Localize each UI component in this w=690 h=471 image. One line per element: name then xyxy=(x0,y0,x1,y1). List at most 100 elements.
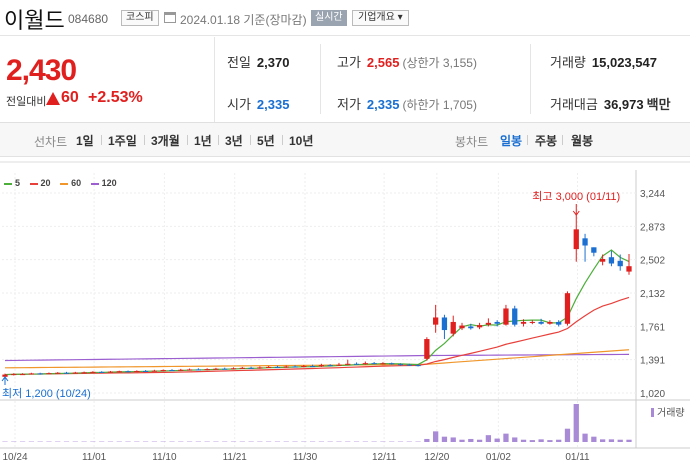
period-1w[interactable]: 1주일 xyxy=(108,134,137,148)
x-tick-label: 12/11 xyxy=(372,452,397,463)
line-chart-title: 선차트 xyxy=(34,135,68,149)
candle-body xyxy=(599,259,606,262)
x-tick-label: 11/21 xyxy=(223,452,248,463)
company-info-button[interactable]: 기업개요 ▾ xyxy=(352,10,409,26)
volume-bar xyxy=(441,436,448,442)
up-triangle-icon xyxy=(46,92,60,105)
candle-body xyxy=(213,368,219,370)
period-daily[interactable]: 일봉 xyxy=(500,134,523,148)
candle-body xyxy=(257,367,263,369)
volume-bar xyxy=(494,438,500,442)
candle-body xyxy=(441,317,448,331)
candle-body xyxy=(125,371,131,373)
candle-body xyxy=(292,366,298,368)
candle-body xyxy=(538,321,544,324)
volume-bar xyxy=(450,437,456,442)
candle-body xyxy=(186,369,193,371)
candle-body xyxy=(107,371,114,373)
candle-body xyxy=(283,366,289,368)
y-tick-label: 2,873 xyxy=(640,222,665,233)
volume-legend-label: 거래량 xyxy=(657,407,685,419)
period-weekly[interactable]: 주봉 xyxy=(535,134,558,148)
volume-bar xyxy=(433,431,439,442)
volume-legend-swatch xyxy=(651,408,654,417)
candle-body xyxy=(239,367,245,369)
volume-bar xyxy=(617,439,623,442)
candle-chart-title: 봉차트 xyxy=(455,135,489,149)
candle-body xyxy=(529,321,535,323)
candle-body xyxy=(318,365,325,367)
high-arrow-head xyxy=(572,210,580,216)
date-text: 2024.01.18 기준(장마감) xyxy=(180,13,307,27)
candle-body xyxy=(626,266,632,272)
x-tick-label: 01/11 xyxy=(565,452,590,463)
period-3m[interactable]: 3개월 xyxy=(151,134,180,148)
candle-body xyxy=(424,339,430,359)
candle-body xyxy=(248,367,254,369)
y-tick-label: 1,391 xyxy=(640,356,665,367)
period-1y[interactable]: 1년 xyxy=(194,134,212,148)
period-5y[interactable]: 5년 xyxy=(257,134,275,148)
period-monthly[interactable]: 월봉 xyxy=(571,134,594,148)
low-annotation: 최저 1,200 (10/24) xyxy=(2,387,91,400)
volume-bar xyxy=(485,435,492,442)
candle-body xyxy=(327,365,333,367)
candle-body xyxy=(476,325,483,328)
volume-bar xyxy=(582,433,588,442)
candle-body xyxy=(433,317,439,325)
x-tick-label: 01/02 xyxy=(486,452,511,463)
candle-body xyxy=(72,372,78,374)
stat-open: 시가 2,335 xyxy=(227,97,290,112)
candle-body xyxy=(512,308,518,325)
candle-body xyxy=(573,229,579,250)
volume-bar xyxy=(529,440,535,442)
stock-code: 084680 xyxy=(68,12,109,26)
candle-body xyxy=(142,370,149,372)
price-block: 2,430 전일대비 60 +2.53% xyxy=(0,37,215,122)
period-10y[interactable]: 10년 xyxy=(289,134,314,148)
ma60-line xyxy=(4,349,630,369)
legend-ma120: 120 xyxy=(90,178,117,188)
candle-body xyxy=(63,372,70,374)
candle-body xyxy=(160,370,166,372)
volume-bar xyxy=(512,437,518,442)
volume-bar xyxy=(599,439,606,442)
candle-body xyxy=(520,321,527,324)
ma-legend: 5 20 60 120 xyxy=(4,178,124,188)
volume-bar xyxy=(424,438,430,442)
candle-body xyxy=(582,238,588,246)
calendar-icon xyxy=(164,12,176,23)
stat-prev-close: 전일 2,370 xyxy=(227,55,290,70)
candle-body xyxy=(46,373,52,375)
period-1d[interactable]: 1일 xyxy=(76,134,94,148)
candle-body xyxy=(195,369,201,371)
candle-body xyxy=(617,260,623,267)
volume-bar xyxy=(459,439,465,442)
low-arrow-head xyxy=(1,376,9,382)
legend-ma60: 60 xyxy=(60,178,81,188)
candle-body xyxy=(134,370,140,372)
candle-body xyxy=(81,372,87,374)
realtime-button[interactable]: 실시간 xyxy=(311,10,347,26)
candle-body xyxy=(468,326,474,329)
volume-bar xyxy=(626,439,632,442)
y-tick-label: 1,761 xyxy=(640,322,665,333)
candle-body xyxy=(19,374,26,376)
candle-body xyxy=(564,293,571,324)
volume-bar xyxy=(573,404,579,442)
period-3y[interactable]: 3년 xyxy=(225,134,243,148)
candle-body xyxy=(380,363,386,365)
high-annotation: 최고 3,000 (01/11) xyxy=(532,190,620,203)
candle-body xyxy=(336,364,342,366)
candle-body xyxy=(151,370,158,372)
stock-name: 이월드 xyxy=(4,8,65,33)
candle-body xyxy=(55,372,61,374)
candle-body xyxy=(459,325,465,329)
market-badge: 코스피 xyxy=(121,10,159,26)
candle-body xyxy=(389,363,395,365)
y-tick-label: 1,020 xyxy=(640,389,665,400)
candle-body xyxy=(204,369,210,371)
volume-bar xyxy=(556,439,562,442)
current-price: 2,430 xyxy=(6,54,77,87)
